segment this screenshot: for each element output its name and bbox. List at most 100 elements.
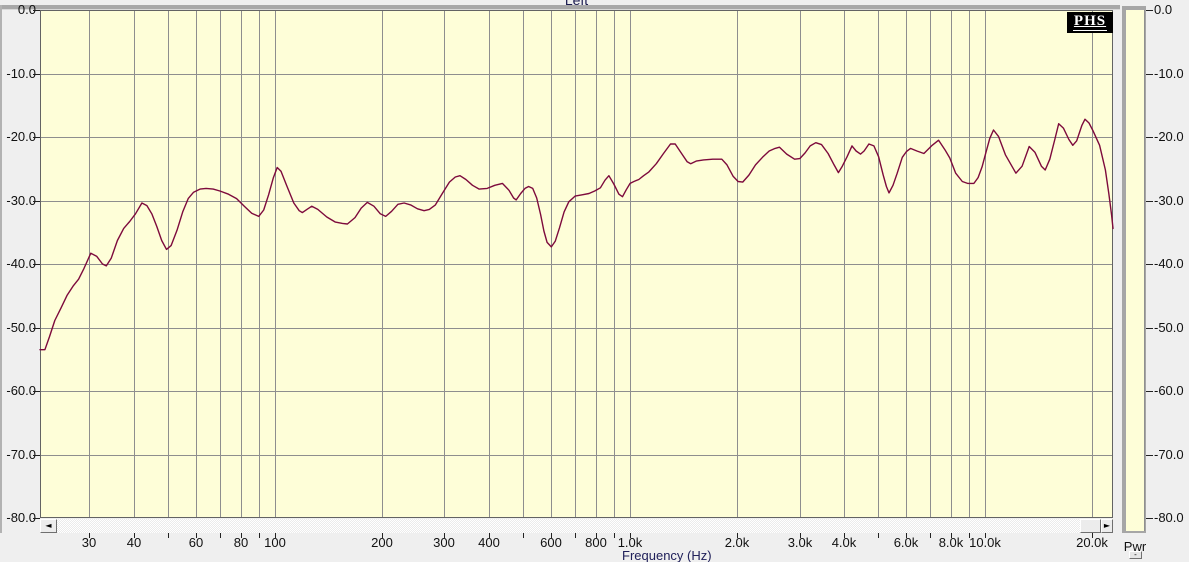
y-axis-label-left: -10.0 — [6, 65, 36, 81]
y-axis-label-right: -50.0 — [1154, 319, 1184, 335]
x-axis-tick — [523, 532, 524, 538]
x-axis-tick — [951, 532, 952, 538]
x-axis-tick — [985, 532, 986, 538]
x-axis-tick — [89, 532, 90, 538]
y-axis-label-right: -30.0 — [1154, 192, 1184, 208]
x-axis-tick — [906, 532, 907, 538]
x-axis-title: Frequency (Hz) — [622, 548, 712, 562]
y-axis-tick-left — [33, 137, 40, 138]
x-axis-tick — [630, 532, 631, 538]
y-axis-tick-left — [33, 201, 40, 202]
scroll-left-button[interactable]: ◄ — [40, 519, 57, 533]
x-axis-label: 80 — [233, 535, 249, 550]
x-axis-tick — [444, 532, 445, 538]
y-axis-tick-right — [1145, 518, 1153, 519]
x-axis-tick — [596, 532, 597, 538]
y-axis-tick-right — [1145, 264, 1153, 265]
y-axis-label-left: -80.0 — [6, 510, 36, 525]
x-axis-tick — [930, 532, 931, 538]
x-axis-label: 100 — [264, 535, 286, 550]
x-axis-tick — [259, 532, 260, 538]
right-arrow-icon: ► — [1103, 521, 1111, 530]
y-axis-tick-right — [1145, 74, 1153, 75]
phs-logo: PHS — [1067, 12, 1113, 33]
y-axis-label-right: -80.0 — [1154, 510, 1184, 525]
pwr-meter-bar — [1126, 10, 1145, 531]
y-axis-tick-right — [1145, 137, 1153, 138]
x-axis-label: 30 — [81, 535, 97, 550]
y-axis-label-left: -40.0 — [6, 256, 36, 271]
y-axis-tick-right — [1145, 455, 1153, 456]
x-axis-tick — [878, 532, 879, 538]
x-axis-tick — [969, 532, 970, 538]
x-axis-tick — [382, 532, 383, 538]
x-axis-label: 40 — [126, 535, 142, 550]
y-axis-label-right: -20.0 — [1154, 129, 1184, 144]
x-axis-tick — [614, 532, 615, 538]
x-axis-label: 60 — [188, 535, 204, 550]
y-axis-tick-right — [1145, 201, 1153, 202]
left-arrow-icon: ◄ — [45, 521, 52, 530]
y-axis-tick-left — [33, 264, 40, 265]
x-axis-label: 4.0k — [831, 535, 857, 550]
x-axis-label: 8.0k — [938, 535, 964, 550]
y-axis-label-right: -60.0 — [1154, 383, 1184, 398]
y-axis-label-right: -70.0 — [1154, 446, 1184, 462]
y-axis-tick-left — [33, 74, 40, 75]
x-axis-tick — [220, 532, 221, 538]
y-axis-tick-left — [33, 10, 40, 11]
y-axis-label-left: -70.0 — [6, 446, 36, 462]
y-axis-label-right: -10.0 — [1154, 65, 1184, 81]
x-axis-tick — [275, 532, 276, 538]
y-axis-tick-left — [33, 391, 40, 392]
x-axis-label: 3.0k — [787, 535, 813, 550]
x-axis-label: 6.0k — [893, 535, 919, 550]
y-axis-tick-right — [1145, 328, 1153, 329]
x-axis-tick — [551, 532, 552, 538]
horizontal-scrollbar[interactable]: ◄ ► — [40, 519, 1113, 533]
pwr-meter-pane — [1122, 6, 1146, 533]
x-axis-label: 1.0k — [617, 535, 643, 550]
x-axis-tick — [489, 532, 490, 538]
y-axis-label-left: -30.0 — [6, 192, 36, 208]
pwr-label: Pwr — [1123, 539, 1147, 554]
x-axis-label: 200 — [371, 535, 393, 550]
x-axis-label: 600 — [540, 535, 562, 550]
y-axis-tick-right — [1145, 391, 1153, 392]
x-axis-label: 20.0k — [1076, 535, 1108, 550]
x-axis-tick — [844, 532, 845, 538]
y-axis-tick-left — [33, 328, 40, 329]
chart-title: Left — [564, 0, 589, 8]
panel-left-border — [0, 5, 2, 533]
x-axis-label: 400 — [478, 535, 500, 550]
y-axis-label-left: -20.0 — [6, 129, 36, 144]
x-axis-tick — [134, 532, 135, 538]
x-axis-tick — [1092, 532, 1093, 538]
y-axis-tick-left — [33, 455, 40, 456]
scroll-right-button[interactable]: ► — [1101, 519, 1113, 533]
response-curve — [39, 118, 1114, 351]
x-axis-tick — [241, 532, 242, 538]
y-axis-label-right: -40.0 — [1154, 256, 1184, 271]
x-axis-label: 300 — [433, 535, 455, 550]
x-axis-tick — [168, 532, 169, 538]
y-axis-label-left: -60.0 — [6, 383, 36, 398]
minimize-button[interactable]: - — [1129, 551, 1142, 559]
y-axis-tick-right — [1145, 10, 1153, 11]
x-axis-label: 10.0k — [969, 535, 1001, 550]
x-axis-tick — [196, 532, 197, 538]
y-axis-label-left: -50.0 — [6, 319, 36, 335]
x-axis-tick — [737, 532, 738, 538]
x-axis-tick — [575, 532, 576, 538]
x-axis-label: 800 — [585, 535, 607, 550]
phs-logo-text: PHS — [1072, 13, 1108, 31]
y-axis-label-left: 0.0 — [17, 2, 36, 17]
plot-border — [40, 10, 1113, 518]
y-axis-tick-left — [33, 518, 40, 519]
y-axis-label-right: 0.0 — [1154, 2, 1173, 17]
x-axis-tick — [800, 532, 801, 538]
x-axis-label: 2.0k — [724, 535, 750, 550]
scrollbar-thumb[interactable] — [1080, 519, 1101, 533]
